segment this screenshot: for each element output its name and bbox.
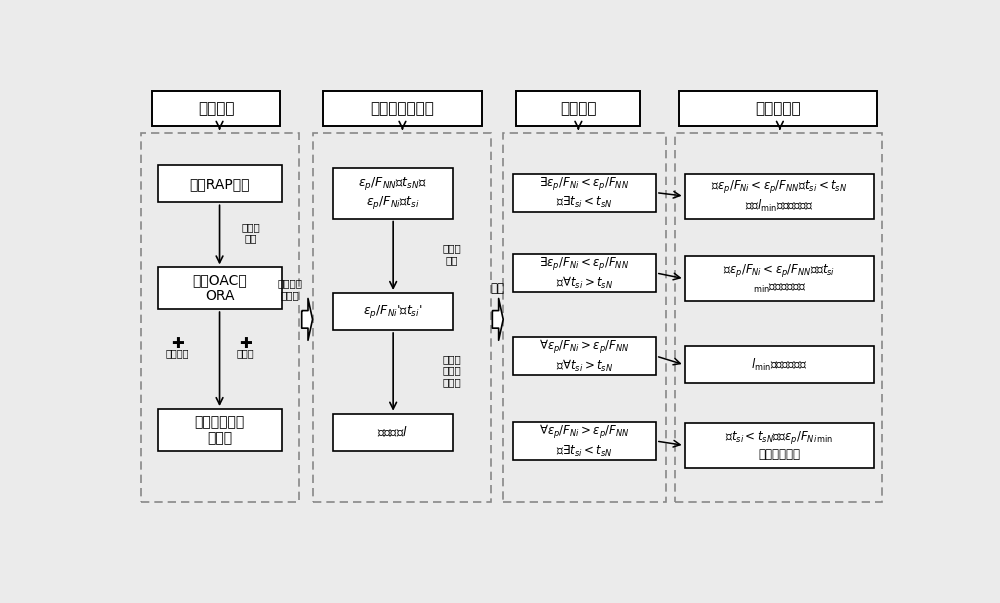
- Text: 试件制备: 试件制备: [198, 101, 234, 116]
- Text: 配合比
设计: 配合比 设计: [241, 222, 260, 244]
- FancyBboxPatch shape: [333, 293, 453, 330]
- Text: 计算与
组中值
的距离: 计算与 组中值 的距离: [443, 354, 462, 387]
- Text: 蠕变与松
弛试验: 蠕变与松 弛试验: [278, 278, 303, 300]
- FancyBboxPatch shape: [158, 409, 282, 451]
- Text: 最佳平衡点: 最佳平衡点: [755, 101, 801, 116]
- Text: 判断依据: 判断依据: [560, 101, 597, 116]
- Polygon shape: [499, 298, 503, 340]
- FancyBboxPatch shape: [685, 256, 874, 302]
- FancyBboxPatch shape: [512, 254, 656, 292]
- Text: ✚: ✚: [239, 336, 252, 352]
- Text: $\exists\varepsilon_p/F_{Ni}<\varepsilon_p/F_{NN}$
且$\exists t_{si}<t_{sN}$: $\exists\varepsilon_p/F_{Ni}<\varepsilon…: [539, 175, 629, 210]
- Text: $\varepsilon_p/F_{Ni}$'和$t_{si}$': $\varepsilon_p/F_{Ni}$'和$t_{si}$': [363, 303, 423, 320]
- Text: 讨论: 讨论: [491, 282, 505, 295]
- Text: 确定OAC和
ORA: 确定OAC和 ORA: [192, 273, 247, 303]
- FancyBboxPatch shape: [158, 267, 282, 309]
- FancyBboxPatch shape: [679, 91, 877, 126]
- Text: 距离之和$l$: 距离之和$l$: [377, 425, 408, 440]
- Text: $\forall\varepsilon_p/F_{Ni}>\varepsilon_p/F_{NN}$
且$\forall t_{si}>t_{sN}$: $\forall\varepsilon_p/F_{Ni}>\varepsilon…: [539, 338, 630, 374]
- FancyBboxPatch shape: [302, 311, 308, 328]
- Text: $\forall\varepsilon_p/F_{Ni}>\varepsilon_p/F_{NN}$
且$\exists t_{si}<t_{sN}$: $\forall\varepsilon_p/F_{Ni}>\varepsilon…: [539, 423, 630, 459]
- FancyBboxPatch shape: [516, 91, 640, 126]
- FancyBboxPatch shape: [492, 311, 499, 328]
- FancyBboxPatch shape: [333, 414, 453, 451]
- Text: 拟定RAP掺量: 拟定RAP掺量: [189, 177, 250, 191]
- Text: ✚: ✚: [171, 336, 184, 352]
- FancyBboxPatch shape: [685, 174, 874, 219]
- Text: 在$\varepsilon_p/F_{Ni}<\varepsilon_p/F_{NN}$时，$t_{si}$
$_{\mathrm{min}}$为最佳平衡点: 在$\varepsilon_p/F_{Ni}<\varepsilon_p/F_{…: [723, 262, 836, 295]
- Text: $\exists\varepsilon_p/F_{Ni}<\varepsilon_p/F_{NN}$
且$\forall t_{si}>t_{sN}$: $\exists\varepsilon_p/F_{Ni}<\varepsilon…: [539, 255, 629, 291]
- Text: 制备再生沥青
混合料: 制备再生沥青 混合料: [194, 415, 245, 445]
- FancyBboxPatch shape: [512, 422, 656, 460]
- Text: $l_{\mathrm{min}}$为最佳平衡点: $l_{\mathrm{min}}$为最佳平衡点: [751, 357, 808, 373]
- FancyBboxPatch shape: [512, 174, 656, 212]
- Text: $\varepsilon_p/F_{NN}$、$t_{sN}$、
$\varepsilon_p/F_{Ni}$和$t_{si}$: $\varepsilon_p/F_{NN}$、$t_{sN}$、 $\varep…: [358, 175, 427, 211]
- Polygon shape: [308, 298, 313, 340]
- Text: 离差标
准化: 离差标 准化: [443, 244, 462, 265]
- FancyBboxPatch shape: [333, 168, 453, 219]
- Text: 蠕变与松弛指标: 蠕变与松弛指标: [370, 101, 434, 116]
- Text: 原样沥青: 原样沥青: [166, 349, 189, 358]
- FancyBboxPatch shape: [685, 423, 874, 468]
- FancyBboxPatch shape: [512, 337, 656, 375]
- Text: 再生剂: 再生剂: [236, 349, 254, 358]
- FancyBboxPatch shape: [152, 91, 280, 126]
- FancyBboxPatch shape: [323, 91, 482, 126]
- Text: 在$\varepsilon_p/F_{Ni}<\varepsilon_p/F_{NN}$且$t_{si}<t_{sN}$
时，$l_{\mathrm{min}}: 在$\varepsilon_p/F_{Ni}<\varepsilon_p/F_{…: [711, 178, 847, 214]
- FancyBboxPatch shape: [685, 346, 874, 384]
- Text: 在$t_{si}<t_{sN}$时，$\varepsilon_p/F_{Ni\,\mathrm{min}}$
为最佳平衡点: 在$t_{si}<t_{sN}$时，$\varepsilon_p/F_{Ni\,…: [725, 429, 834, 461]
- FancyBboxPatch shape: [158, 165, 282, 203]
